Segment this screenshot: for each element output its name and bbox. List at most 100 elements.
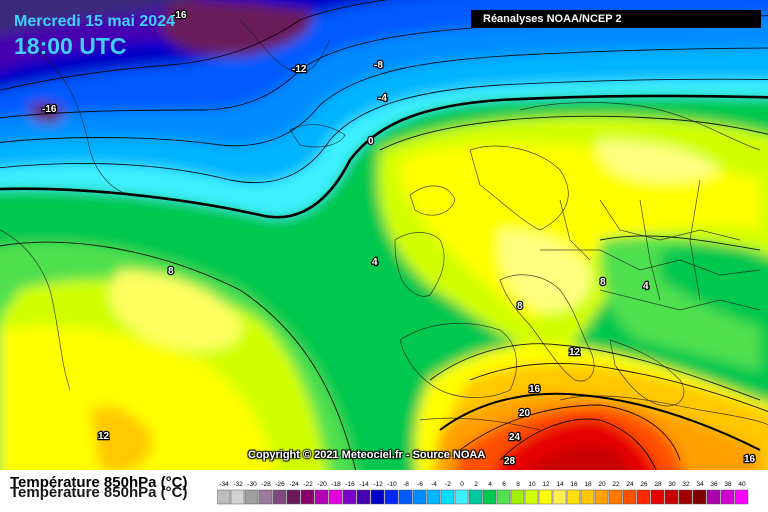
scale-swatch xyxy=(314,489,329,505)
scale-swatch xyxy=(734,489,749,505)
isotherm-label: 28 xyxy=(504,456,516,467)
scale-tick-label: -14 xyxy=(359,481,369,488)
scale-tick-label: -12 xyxy=(373,481,383,488)
scale-tick-label: 18 xyxy=(584,481,592,488)
scale-tick-label: 8 xyxy=(516,481,520,488)
scale-tick-label: -20 xyxy=(317,481,327,488)
isotherm-label: 8 xyxy=(600,277,606,288)
isotherm-label: 8 xyxy=(517,301,523,312)
scale-swatch xyxy=(384,489,399,505)
scale-swatch xyxy=(230,489,245,505)
scale-tick-label: -26 xyxy=(275,481,285,488)
scale-tick-label: 36 xyxy=(710,481,718,488)
scale-swatch xyxy=(272,489,287,505)
legend-title: Température 850hPa (°C) xyxy=(10,474,188,491)
scale-swatch xyxy=(636,489,651,505)
isotherm-label: 24 xyxy=(509,432,521,443)
scale-tick-label: 34 xyxy=(696,481,704,488)
data-source-label: Réanalyses NOAA/NCEP 2 xyxy=(471,10,761,28)
scale-swatch xyxy=(300,489,315,505)
zero-isotherm xyxy=(0,94,768,219)
scale-tick-label: 32 xyxy=(682,481,690,488)
scale-tick-label: -18 xyxy=(331,481,341,488)
scale-tick-label: 40 xyxy=(738,481,746,488)
scale-swatch xyxy=(244,489,259,505)
scale-tick-label: -28 xyxy=(261,481,271,488)
scale-tick-label: 20 xyxy=(598,481,606,488)
scale-tick-label: 14 xyxy=(556,481,564,488)
scale-swatch xyxy=(356,489,371,505)
scale-tick-label: -4 xyxy=(431,481,437,488)
scale-tick-label: -32 xyxy=(233,481,243,488)
scale-swatch xyxy=(692,489,707,505)
map-date: Mercredi 15 mai 2024 xyxy=(14,13,175,30)
scale-tick-label: 28 xyxy=(654,481,662,488)
isotherm-label: 4 xyxy=(643,281,649,292)
scale-swatch xyxy=(650,489,665,505)
scale-tick-label: 12 xyxy=(542,481,550,488)
isotherm-label: 12 xyxy=(569,347,581,358)
scale-tick-label: -10 xyxy=(387,481,397,488)
scale-swatch xyxy=(552,489,567,505)
map-time: 18:00 UTC xyxy=(14,33,127,59)
scale-tick-label: -24 xyxy=(289,481,299,488)
scale-swatch xyxy=(398,489,413,505)
isotherm-label: 8 xyxy=(168,266,174,277)
scale-swatch xyxy=(538,489,553,505)
scale-swatch xyxy=(342,489,357,505)
scale-tick-label: 16 xyxy=(570,481,578,488)
scale-swatch xyxy=(594,489,609,505)
scale-swatch xyxy=(706,489,721,505)
scale-tick-label: 2 xyxy=(474,481,478,488)
scale-swatch xyxy=(258,489,273,505)
scale-tick-label: -34 xyxy=(219,481,229,488)
scale-swatch xyxy=(412,489,427,505)
isotherm-label: 4 xyxy=(372,257,378,268)
isotherm-label: 16 xyxy=(744,454,756,465)
scale-swatch xyxy=(720,489,735,505)
scale-tick-label: -8 xyxy=(403,481,409,488)
scale-swatch xyxy=(496,489,511,505)
scale-swatch xyxy=(426,489,441,505)
isotherm-label: 12 xyxy=(98,431,110,442)
scale-swatch xyxy=(524,489,539,505)
scale-swatch xyxy=(482,489,497,505)
isotherm-label: -16 xyxy=(172,10,187,21)
scale-tick-label: 4 xyxy=(488,481,492,488)
scale-swatch xyxy=(468,489,483,505)
scale-swatch xyxy=(286,489,301,505)
isotherm-label: -16 xyxy=(42,104,57,115)
scale-tick-label: 22 xyxy=(612,481,620,488)
scale-tick-label: -16 xyxy=(345,481,355,488)
scale-swatch xyxy=(217,489,231,505)
isotherm-label: -4 xyxy=(378,93,387,104)
scale-tick-label: 26 xyxy=(640,481,648,488)
isotherm-label: -12 xyxy=(292,64,307,75)
scale-tick-label: 38 xyxy=(724,481,732,488)
scale-tick-label: -6 xyxy=(417,481,423,488)
scale-tick-label: -22 xyxy=(303,481,313,488)
scale-swatch xyxy=(608,489,623,505)
scale-tick-label: -2 xyxy=(445,481,451,488)
twenty-isotherm xyxy=(439,392,761,451)
coastlines xyxy=(0,19,768,431)
legend-title-shadow: Température 850hPa (°C) xyxy=(10,484,188,501)
scale-tick-label: 10 xyxy=(528,481,536,488)
scale-tick-label: 30 xyxy=(668,481,676,488)
temperature-map: -16 -16 -12 -8 -4 0 4 8 8 4 8 12 12 16 2… xyxy=(0,0,768,470)
copyright-notice: Copyright © 2021 Meteociel.fr - Source N… xyxy=(248,449,486,461)
scale-swatch xyxy=(678,489,693,505)
isotherm-label: -8 xyxy=(374,60,383,71)
scale-tick-label: -30 xyxy=(247,481,257,488)
isotherm-label: 16 xyxy=(529,384,541,395)
scale-swatch xyxy=(664,489,679,505)
scale-swatch xyxy=(440,489,455,505)
scale-swatch xyxy=(580,489,595,505)
scale-tick-label: 24 xyxy=(626,481,634,488)
scale-swatch xyxy=(454,489,469,505)
scale-tick-label: 0 xyxy=(460,481,464,488)
isotherm-label: 20 xyxy=(519,408,531,419)
scale-swatch xyxy=(622,489,637,505)
scale-tick-label: 6 xyxy=(502,481,506,488)
